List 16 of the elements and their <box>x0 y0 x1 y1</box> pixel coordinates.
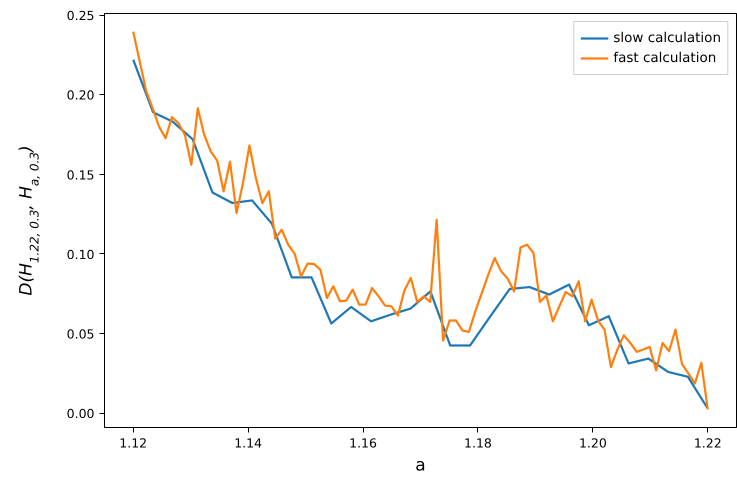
y-tick-label: 0.05 <box>66 326 95 342</box>
legend-label: slow calculation <box>613 30 721 46</box>
y-tick-label: 0.20 <box>66 88 95 103</box>
y-tick-label: 0.00 <box>66 406 95 422</box>
x-tick-label: 1.18 <box>464 436 492 450</box>
y-tick-label: 0.25 <box>66 8 95 24</box>
x-tick-label: 1.12 <box>119 436 148 450</box>
x-tick-label: 1.16 <box>349 436 378 450</box>
y-axis-title: D(H1.22, 0.3, Ha, 0.3) <box>16 145 42 296</box>
x-tick-label: 1.14 <box>234 436 262 450</box>
x-axis-title: a <box>415 456 426 476</box>
x-tick-label: 1.22 <box>694 436 722 450</box>
y-tick-label: 0.10 <box>66 246 95 262</box>
y-tick-label: 0.15 <box>66 167 95 182</box>
x-tick-label: 1.20 <box>578 436 607 450</box>
legend-label: fast calculation <box>613 50 716 66</box>
